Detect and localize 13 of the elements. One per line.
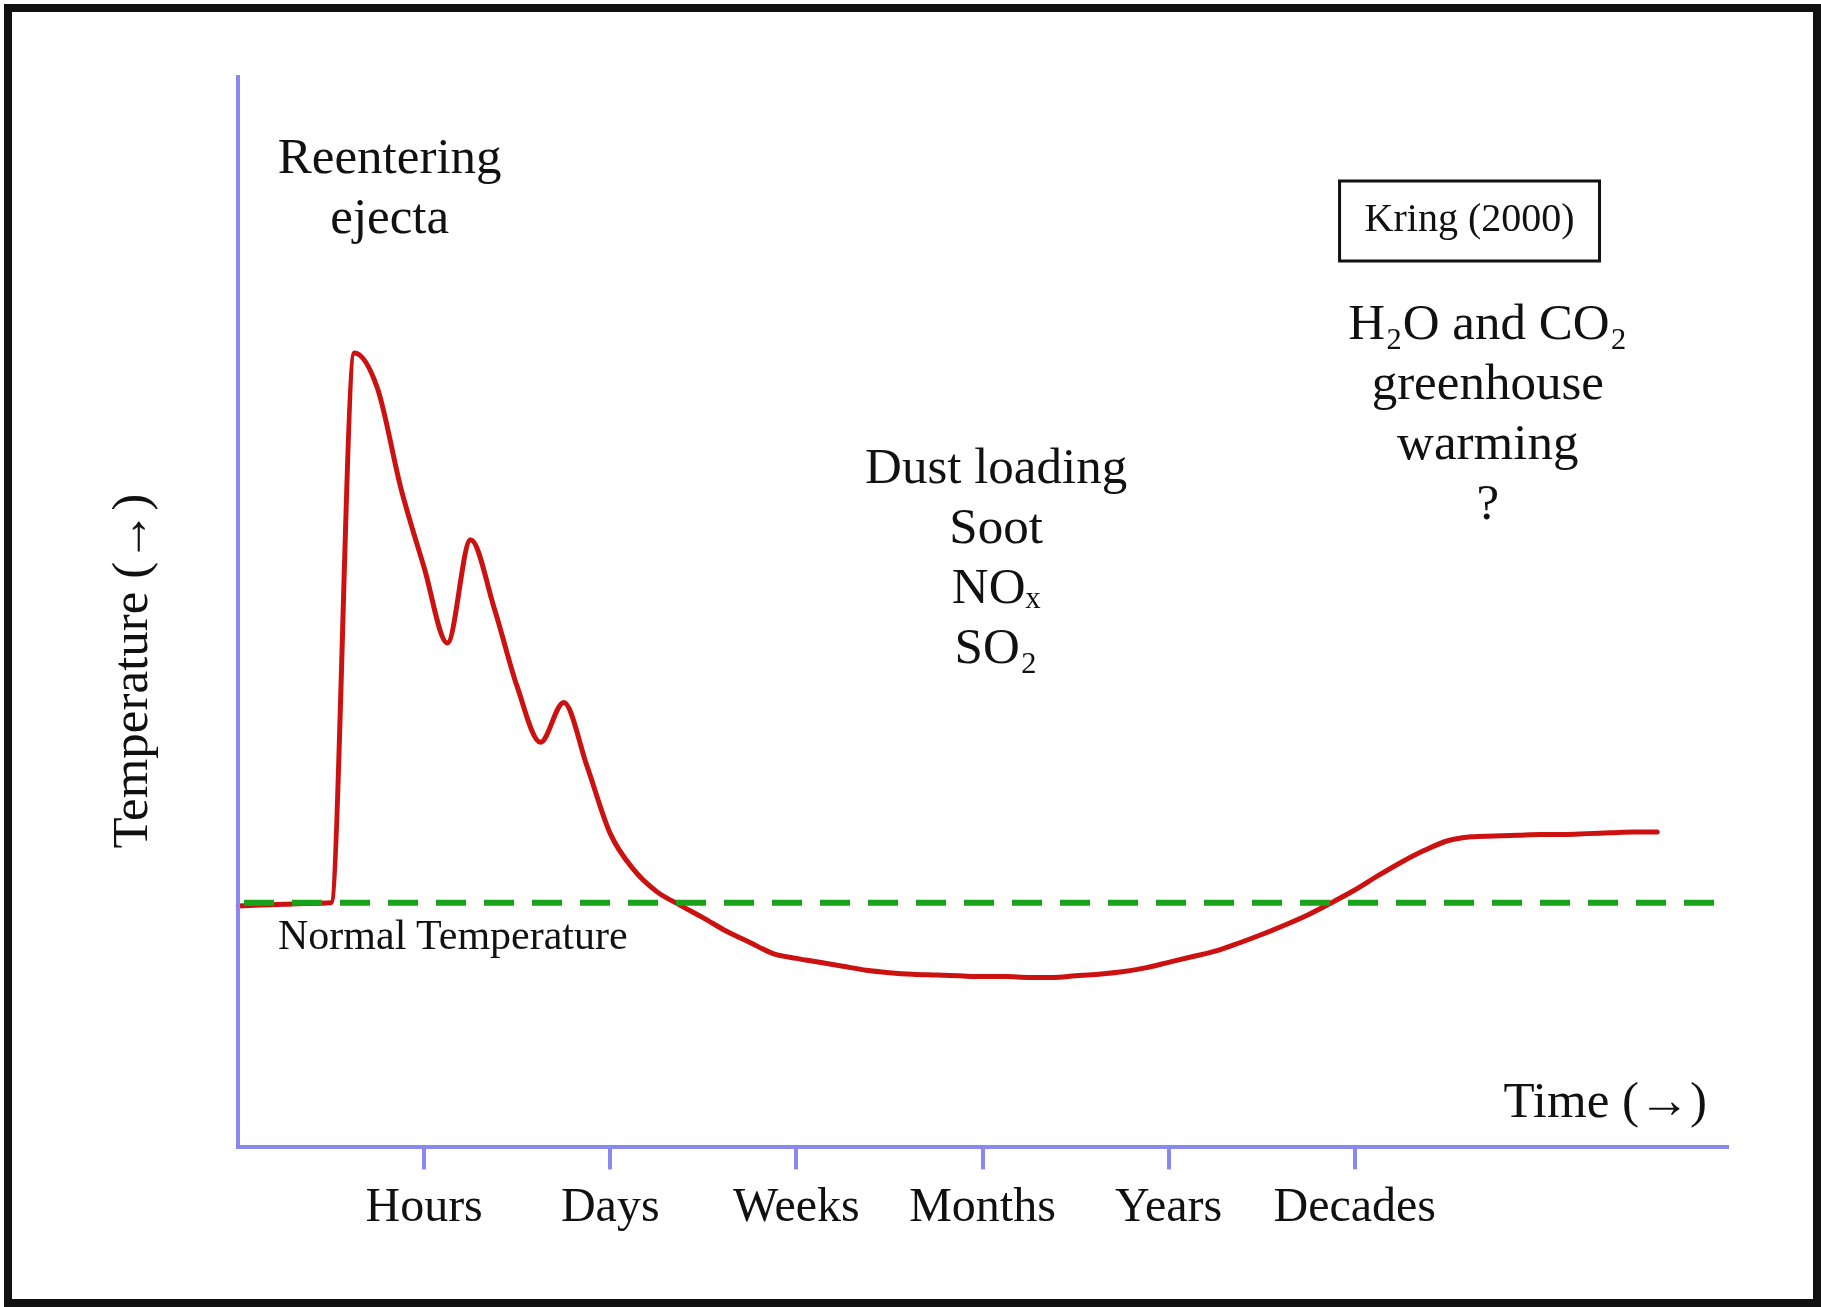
y-axis-title: Temperature (→) — [102, 493, 159, 849]
x-tick-label: Weeks — [733, 1177, 860, 1231]
text: Kring (2000) — [1364, 195, 1575, 241]
x-tick-label: Hours — [365, 1177, 483, 1231]
x-axis-title: Time (→) — [1503, 1072, 1707, 1129]
ref-line-label: Normal Temperature — [278, 911, 628, 958]
annotation: Dust loading Soot NOₓ SO₂ — [865, 437, 1128, 674]
annotation: H₂O and CO₂ greenhouse warming ? — [1348, 294, 1628, 531]
x-tick-label: Days — [560, 1177, 660, 1231]
text: Reentering ejecta — [277, 127, 502, 244]
x-tick-label: Months — [909, 1177, 1056, 1231]
x-tick-label: Years — [1115, 1177, 1223, 1231]
x-tick-label: Decades — [1273, 1177, 1437, 1231]
